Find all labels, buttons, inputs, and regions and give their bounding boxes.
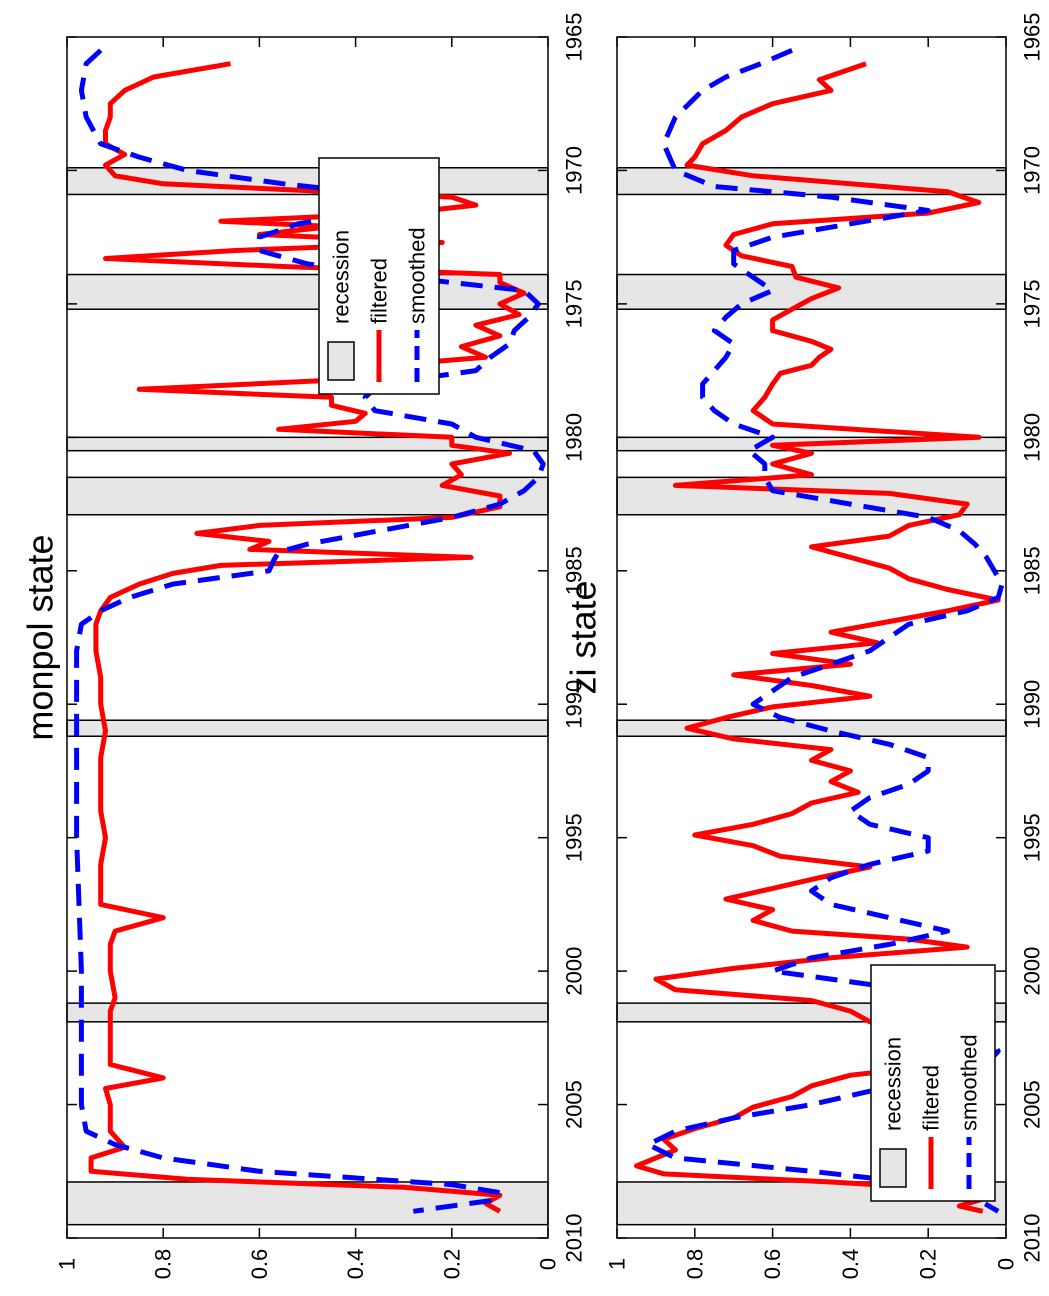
x-tick-label: 1980	[562, 413, 587, 462]
legend-label-recession: recession	[329, 230, 354, 324]
x-tick-label: 2005	[1020, 1080, 1045, 1129]
x-tick-label: 2010	[562, 1214, 587, 1263]
recession-band	[66, 273, 549, 310]
chart-title: monpol state	[20, 534, 61, 740]
chart-title: zi state	[563, 580, 604, 694]
chart-panels: 1965 1970 1975 1980 1985 1990 1995 2000 2005 2010…	[20, 13, 1045, 1280]
x-tick-label: 1965	[562, 13, 587, 62]
x-tick-label: 2005	[562, 1080, 587, 1129]
chart-panel-1: 1965 1970 1975 1980 1985 1990 1995 2000 2005 2010…	[563, 13, 1045, 1280]
y-tick-label: 0.6	[247, 1249, 272, 1280]
y-tick-label: 0.4	[838, 1249, 863, 1280]
legend-swatch-recession	[879, 1148, 907, 1188]
recession-band	[66, 719, 549, 737]
x-tick-label: 1970	[1020, 146, 1045, 195]
series-line-smoothed	[645, 48, 1005, 1214]
legend-label-smoothed: smoothed	[405, 227, 430, 324]
axes-frame	[616, 36, 1007, 1239]
x-tick-label: 1965	[1020, 13, 1045, 62]
legend-label-filtered: filtered	[367, 258, 392, 324]
y-tick-label: 0	[994, 1258, 1019, 1270]
x-tick-label: 1985	[1020, 546, 1045, 595]
x-tick-label: 1995	[562, 813, 587, 862]
y-tick-label: 0.8	[682, 1249, 707, 1280]
legend-swatch-recession	[327, 341, 355, 381]
y-tick-label: 1	[55, 1258, 80, 1270]
y-tick-label: 0.2	[439, 1249, 464, 1280]
x-tick-label: 1985	[562, 546, 587, 595]
y-tick-label: 0.6	[760, 1249, 785, 1280]
recession-band	[66, 476, 549, 516]
x-tick-label: 1970	[562, 146, 587, 195]
y-tick-label: 0.2	[916, 1249, 941, 1280]
chart-panel-0: 1965 1970 1975 1980 1985 1990 1995 2000 2005 2010…	[20, 13, 587, 1280]
legend-label-filtered: filtered	[919, 1065, 944, 1131]
y-tick-label: 1	[605, 1258, 630, 1270]
x-tick-label: 1980	[1020, 413, 1045, 462]
x-tick-label: 2000	[562, 947, 587, 996]
x-tick-label: 1990	[562, 680, 587, 729]
legend: recession filtered smoothed	[318, 157, 440, 395]
recession-band	[66, 1002, 549, 1023]
x-tick-label: 1975	[562, 279, 587, 328]
y-tick-label: 0.8	[151, 1249, 176, 1280]
x-tick-label: 2000	[1020, 947, 1045, 996]
legend-label-smoothed: smoothed	[957, 1034, 982, 1131]
y-tick-label: 0.4	[343, 1249, 368, 1280]
x-tick-label: 2010	[1020, 1214, 1045, 1263]
axes-frame	[66, 36, 549, 1239]
x-tick-label: 1995	[1020, 813, 1045, 862]
x-tick-label: 1990	[1020, 680, 1045, 729]
legend: recession filtered smoothed	[870, 964, 996, 1202]
y-tick-label: 0	[536, 1258, 561, 1270]
legend-label-recession: recession	[881, 1037, 906, 1131]
series-line-filtered	[88, 61, 527, 1214]
x-tick-label: 1975	[1020, 279, 1045, 328]
